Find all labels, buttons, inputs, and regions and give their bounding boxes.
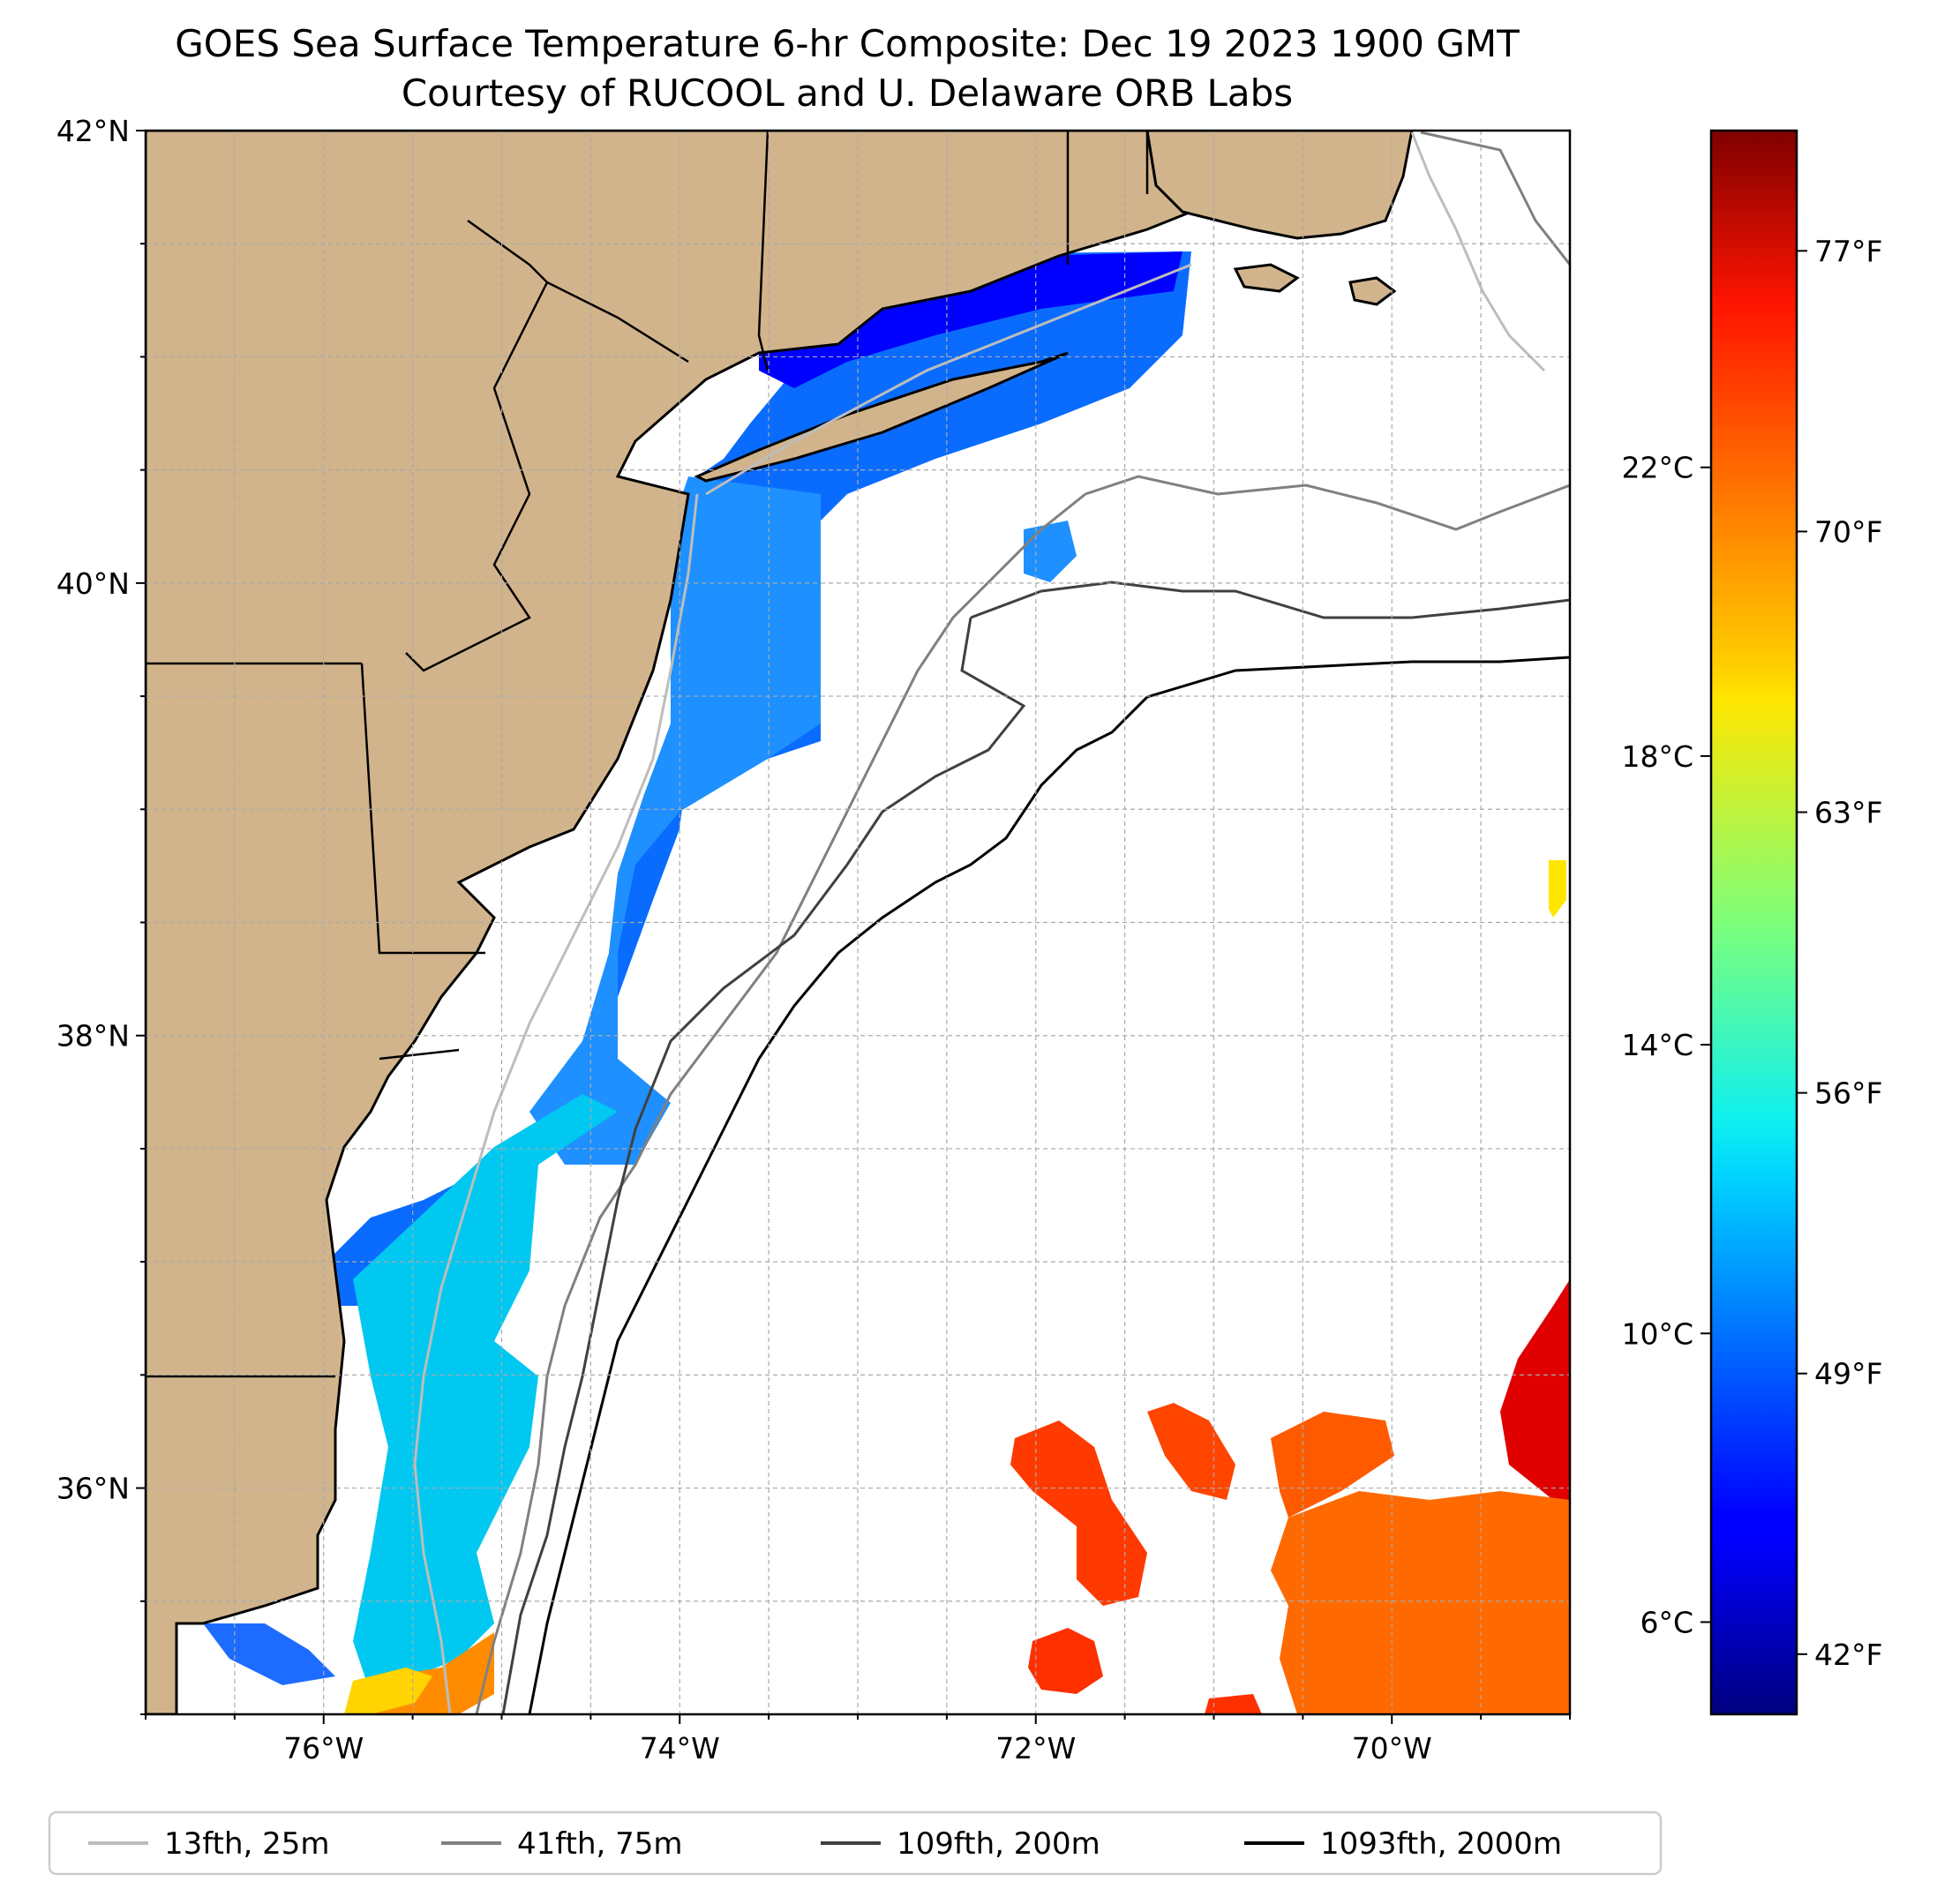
fahrenheit-tick-label: 56°F xyxy=(1814,1076,1882,1111)
contour-2000m xyxy=(528,656,1570,1714)
celsius-tick-label: 10°C xyxy=(1621,1316,1693,1351)
border-md-de xyxy=(360,663,485,955)
y-tick-label: 40°N xyxy=(56,566,130,601)
land-mainland xyxy=(146,131,1195,1714)
contour-25m xyxy=(413,131,1546,1714)
celsius-tick-label: 18°C xyxy=(1621,739,1693,774)
sst-offshore-patch xyxy=(1024,521,1077,582)
fahrenheit-tick-label: 49°F xyxy=(1814,1357,1882,1391)
bathymetry-contours xyxy=(413,131,1570,1714)
border-md-va xyxy=(379,1048,460,1061)
legend-entries: 13fth, 25m 41fth, 75m 109fth, 200m 1093fth,… xyxy=(88,1826,1562,1862)
celsius-tick-label: 22°C xyxy=(1621,451,1693,485)
fahrenheit-tick-label: 70°F xyxy=(1814,514,1882,549)
sst-warm-eddy-5 xyxy=(1205,1694,1262,1714)
border-ny-pa xyxy=(467,219,548,283)
legend-label-2: 109fth, 200m xyxy=(897,1826,1100,1862)
celsius-tick-label: 14°C xyxy=(1621,1028,1693,1062)
sst-gulf-stream-eddy-south xyxy=(1271,1491,1570,1714)
gridlines xyxy=(146,131,1570,1714)
sst-warm-eddy-1 xyxy=(1010,1421,1147,1606)
y-tick-label: 36°N xyxy=(56,1472,130,1506)
colorbar-gradient xyxy=(1709,129,1798,1716)
contour-200m xyxy=(501,581,1570,1714)
sst-warm-eddy-3 xyxy=(1271,1412,1394,1518)
x-tick-label: 74°W xyxy=(640,1731,720,1765)
land-nantucket xyxy=(1348,276,1397,306)
sst-yellow-patch xyxy=(344,1668,432,1714)
fahrenheit-tick-label: 77°F xyxy=(1814,234,1882,268)
map-panel xyxy=(146,131,1570,1714)
land-long-island xyxy=(694,351,1069,483)
y-tick-label: 42°N xyxy=(56,114,130,148)
sst-yellow-fragment xyxy=(1549,860,1566,918)
state-borders xyxy=(146,131,1149,1378)
land-marthas-vineyard xyxy=(1233,263,1300,293)
latitude-axis: 42°N 40°N 38°N 36°N xyxy=(56,114,146,1715)
colorbar-fahrenheit-ticks: 42°F 49°F 56°F 63°F 70°F 77°F xyxy=(1797,234,1882,1672)
legend-label-1: 41fth, 75m xyxy=(517,1826,683,1862)
colorbar-celsius-ticks: 6°C 10°C 14°C 18°C 22°C xyxy=(1621,451,1711,1639)
sst-shelf-water xyxy=(529,476,821,1165)
fahrenheit-tick-label: 42°F xyxy=(1814,1638,1882,1672)
colorbar: 6°C 10°C 14°C 18°C 22°C 42°F 49°F 56°F 63°F 70°F… xyxy=(1621,129,1882,1716)
map-subtitle: Courtesy of RUCOOL and U. Delaware ORB L… xyxy=(402,71,1293,115)
border-pa-nj xyxy=(405,281,549,672)
celsius-tick-label: 6°C xyxy=(1640,1605,1693,1639)
sst-southern-shelf xyxy=(353,1094,618,1694)
x-tick-label: 72°W xyxy=(995,1731,1076,1765)
border-ct-ny xyxy=(757,131,770,371)
sst-pamlico-sound xyxy=(203,1623,335,1685)
sst-warm-eddy-4 xyxy=(1028,1628,1103,1694)
border-ny-nj xyxy=(546,281,689,364)
x-tick-label: 70°W xyxy=(1352,1731,1432,1765)
fahrenheit-tick-label: 63°F xyxy=(1814,796,1882,830)
longitude-axis: 76°W 74°W 72°W 70°W xyxy=(145,1714,1571,1765)
contour-legend: 13fth, 25m 41fth, 75m 109fth, 200m 1093fth,… xyxy=(48,1810,1663,1876)
legend-label-3: 1093fth, 2000m xyxy=(1320,1826,1562,1862)
legend-label-0: 13fth, 25m xyxy=(164,1826,330,1862)
contour-75m xyxy=(475,131,1570,1714)
map-title: GOES Sea Surface Temperature 6-hr Compos… xyxy=(175,22,1520,65)
sst-gulf-stream-east xyxy=(1500,1279,1570,1500)
y-tick-label: 38°N xyxy=(56,1019,130,1053)
x-tick-label: 76°W xyxy=(283,1731,364,1765)
